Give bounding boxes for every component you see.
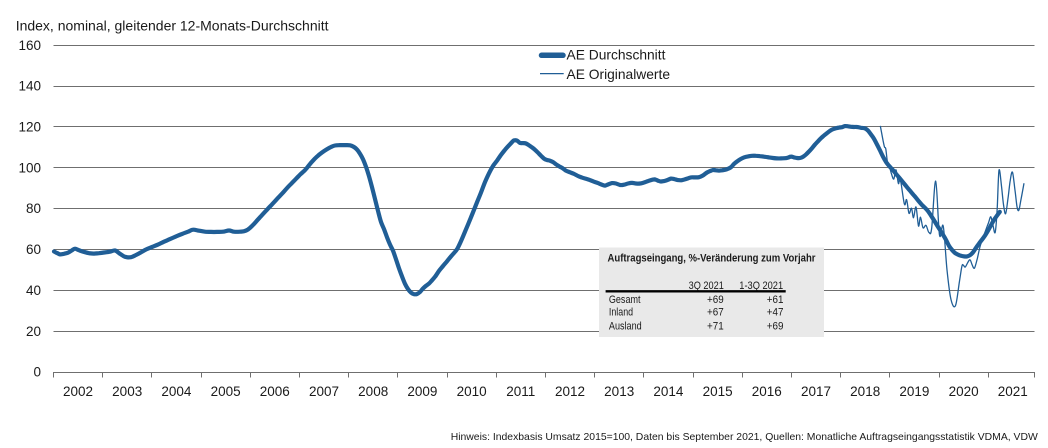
svg-text:2017: 2017 (801, 384, 831, 399)
svg-text:160: 160 (18, 38, 41, 53)
svg-text:+71: +71 (707, 321, 724, 333)
svg-text:AE Originalwerte: AE Originalwerte (567, 67, 671, 82)
svg-text:+69: +69 (767, 321, 784, 333)
svg-text:2019: 2019 (899, 384, 929, 399)
svg-text:0: 0 (33, 365, 41, 380)
svg-text:2009: 2009 (407, 384, 437, 399)
svg-text:2008: 2008 (358, 384, 388, 399)
svg-text:2016: 2016 (752, 384, 782, 399)
svg-text:+69: +69 (707, 294, 724, 306)
svg-text:2015: 2015 (703, 384, 733, 399)
svg-text:2012: 2012 (555, 384, 585, 399)
svg-text:120: 120 (18, 120, 41, 135)
svg-text:+61: +61 (767, 294, 784, 306)
svg-text:Ausland: Ausland (609, 321, 642, 333)
svg-text:2020: 2020 (949, 384, 979, 399)
svg-text:80: 80 (26, 201, 41, 216)
svg-text:Index, nominal, gleitender 12-: Index, nominal, gleitender 12-Monats-Dur… (16, 18, 329, 34)
svg-text:2005: 2005 (211, 384, 241, 399)
svg-text:2010: 2010 (457, 384, 487, 399)
svg-text:20: 20 (26, 324, 41, 339)
svg-text:100: 100 (18, 160, 41, 175)
svg-text:Gesamt: Gesamt (609, 294, 641, 306)
svg-text:2002: 2002 (63, 384, 93, 399)
svg-text:Auftragseingang, %-Veränderung: Auftragseingang, %-Veränderung zum Vorja… (608, 252, 816, 264)
svg-text:2021: 2021 (998, 384, 1028, 399)
svg-text:2018: 2018 (850, 384, 880, 399)
svg-text:Inland: Inland (609, 306, 633, 318)
svg-text:2004: 2004 (161, 384, 192, 399)
svg-text:2003: 2003 (112, 384, 142, 399)
svg-text:+67: +67 (707, 306, 724, 318)
svg-text:60: 60 (26, 242, 41, 257)
svg-text:40: 40 (26, 283, 41, 298)
svg-text:+47: +47 (767, 306, 784, 318)
svg-text:2006: 2006 (260, 384, 290, 399)
svg-text:2007: 2007 (309, 384, 339, 399)
svg-text:AE Durchschnitt: AE Durchschnitt (567, 48, 666, 63)
svg-text:1-3Q 2021: 1-3Q 2021 (739, 280, 783, 292)
svg-text:140: 140 (18, 79, 41, 94)
svg-text:2014: 2014 (653, 384, 684, 399)
svg-text:3Q 2021: 3Q 2021 (689, 280, 724, 292)
svg-text:2011: 2011 (506, 384, 535, 399)
svg-text:Hinweis: Indexbasis Umsatz 201: Hinweis: Indexbasis Umsatz 2015=100, Dat… (451, 432, 1038, 443)
svg-text:2013: 2013 (604, 384, 634, 399)
